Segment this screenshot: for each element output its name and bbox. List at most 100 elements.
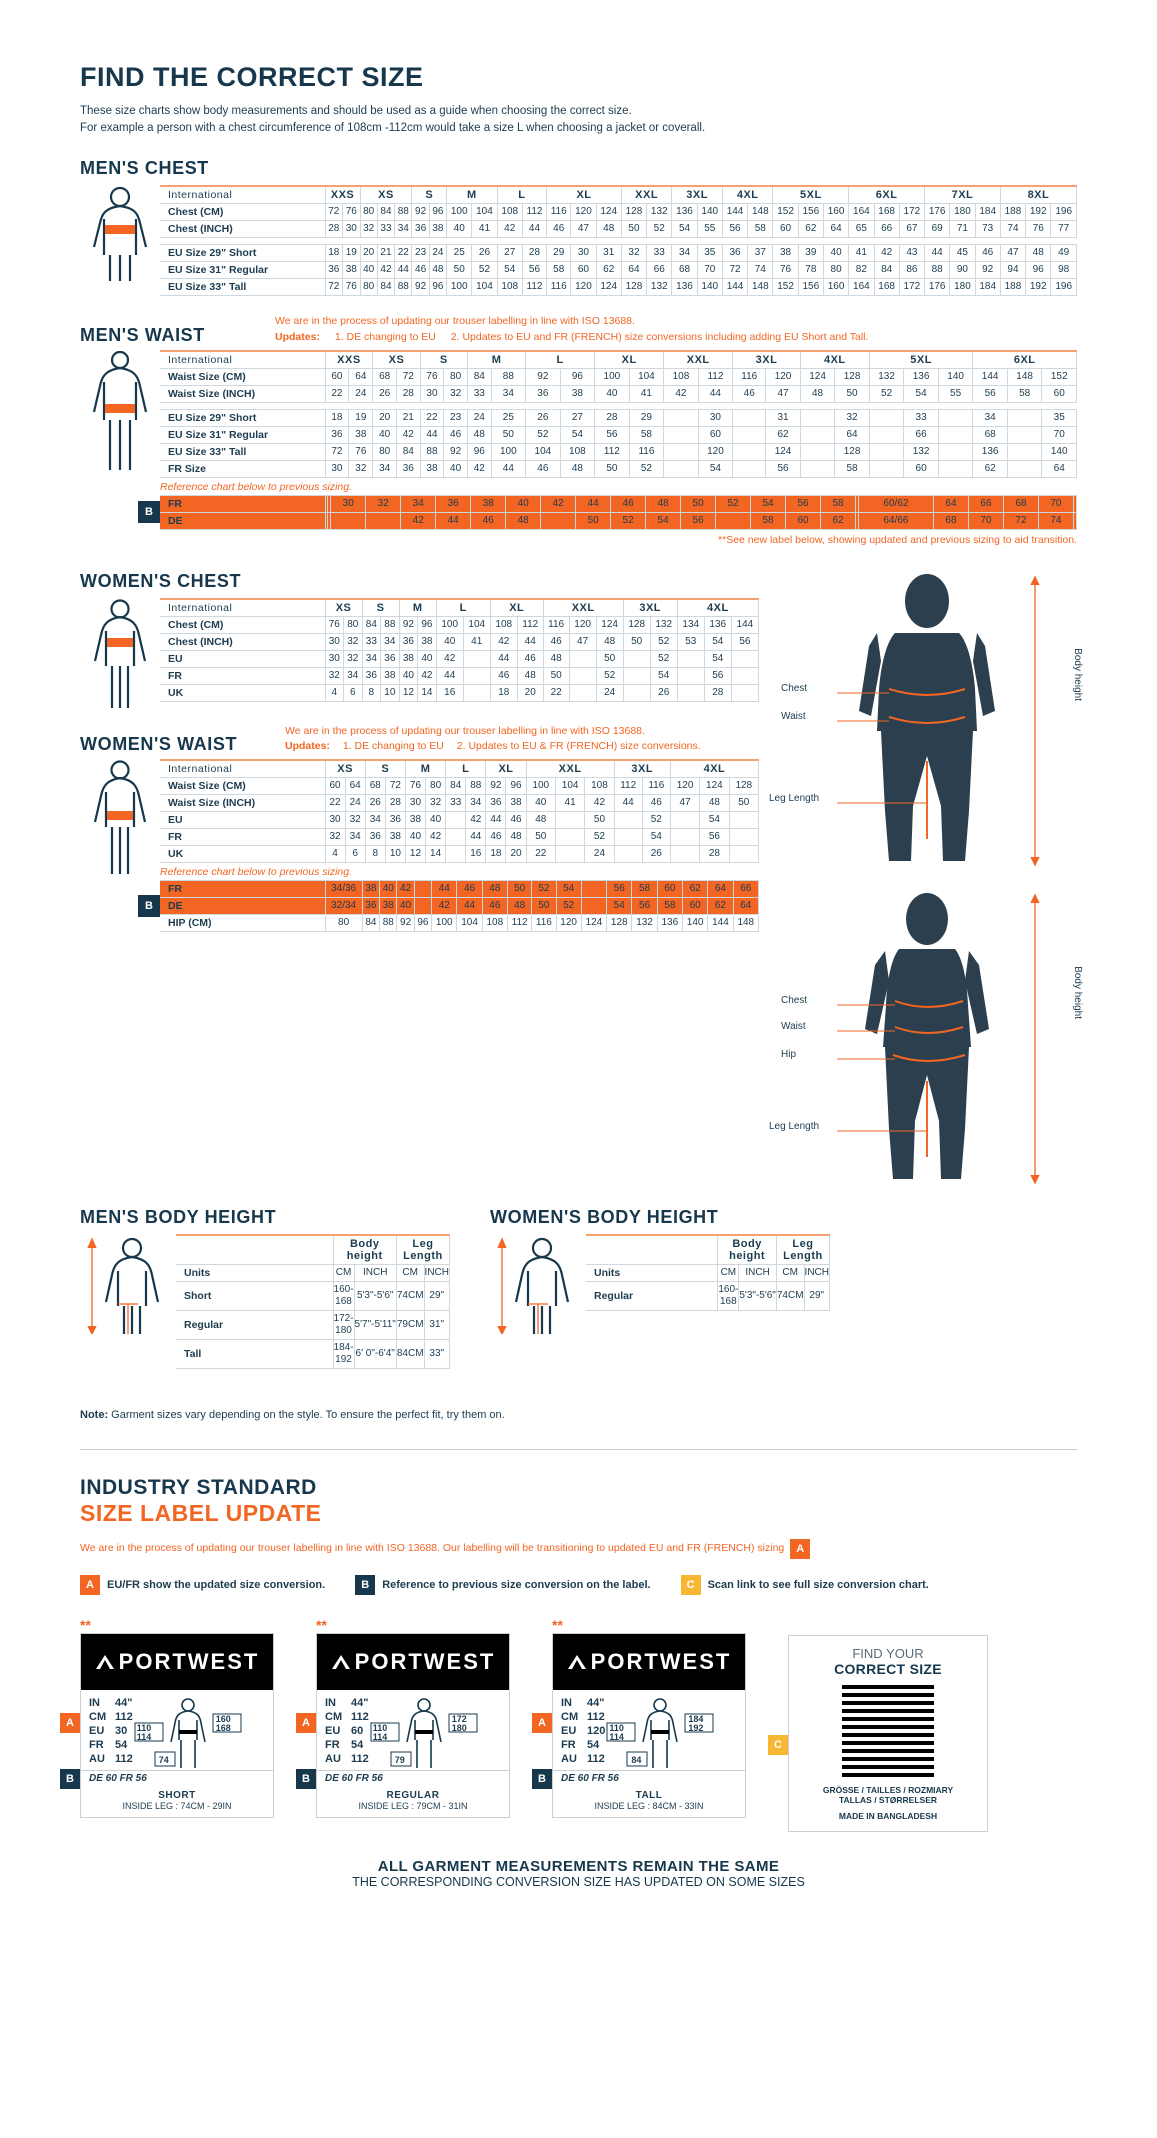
brand-name-1: PORTWEST xyxy=(118,1648,260,1674)
v-eu-3: 120 xyxy=(587,1724,606,1737)
tag-c-card: C xyxy=(768,1734,788,1755)
cell: 32 xyxy=(343,632,363,651)
cell: 120 xyxy=(570,278,597,297)
size-5xl: 5XL xyxy=(772,185,850,205)
row-label: DE xyxy=(160,897,326,916)
cell: 58 xyxy=(820,494,857,513)
cell: 23 xyxy=(443,408,468,427)
cell: 64 xyxy=(1041,459,1077,478)
cell: 76 xyxy=(1025,220,1052,239)
cell: 188 xyxy=(999,278,1027,297)
v-au-2: 112 xyxy=(351,1752,369,1765)
mens-waist-body: Waist Size (CM) 60 64 68 72 76 80 84 88 92 96 100 10… xyxy=(160,367,1077,478)
cell: 42 xyxy=(396,880,415,899)
cell: 50 xyxy=(834,384,870,403)
cell: 32 xyxy=(834,408,870,427)
cell: 36 xyxy=(380,649,400,668)
cell: 56 xyxy=(699,828,730,847)
cell: 42 xyxy=(584,794,615,813)
cell: 92 xyxy=(398,615,419,634)
cell: 38 xyxy=(772,244,799,263)
unit-cm-leg: CM xyxy=(775,1263,805,1282)
cell: 100 xyxy=(435,615,464,634)
cell: 44 xyxy=(924,244,951,263)
row-label: EU Size 31" Regular xyxy=(160,425,326,444)
table-row: Chest (INCH) 28 30 32 33 34 36 38 40 41 42 44 46 47 48… xyxy=(160,220,1077,239)
size-m: M xyxy=(404,759,447,779)
cell: 52 xyxy=(584,828,615,847)
cell: 52 xyxy=(531,880,557,899)
cell: 136 xyxy=(903,367,939,386)
cell: 39 xyxy=(797,244,824,263)
cell: 152 xyxy=(772,203,799,222)
cell: 24 xyxy=(348,384,374,403)
cell: 38 xyxy=(380,666,400,685)
size-m: M xyxy=(466,349,527,369)
cell: 44 xyxy=(521,220,548,239)
cell: 18 xyxy=(324,408,350,427)
cell: 41 xyxy=(554,794,586,813)
cell: 22 xyxy=(324,794,346,813)
cell: 148 xyxy=(732,914,760,933)
female-height-figure xyxy=(490,1234,586,1339)
cell: 32 xyxy=(344,811,366,830)
cell: 38 xyxy=(348,425,374,444)
row-label: FR xyxy=(160,494,326,513)
row-label: DE xyxy=(160,511,326,530)
v-eu-2: 60 xyxy=(351,1724,364,1737)
cell: 70 xyxy=(967,511,1004,530)
cell xyxy=(554,811,586,830)
table-header-row: International XXS XS S M L XL XXL 3XL 4X… xyxy=(160,185,1078,205)
label-card-regular: ** A B PORTWEST IN 44" CM 112 EU 60 xyxy=(296,1617,510,1818)
cell: 36 xyxy=(721,244,749,263)
cell: 96 xyxy=(428,278,448,297)
size-m: M xyxy=(398,597,437,617)
cell: 52 xyxy=(868,384,905,403)
cell: 79CM xyxy=(395,1309,425,1340)
cell: 72 xyxy=(384,777,406,796)
cell: 30 xyxy=(419,384,445,403)
cell: 40 xyxy=(425,811,447,830)
cell: 22 xyxy=(394,244,413,263)
cell xyxy=(799,408,836,427)
cell: 48 xyxy=(428,261,448,280)
cell: 120 xyxy=(669,777,701,796)
cell xyxy=(613,828,643,847)
tag-b-card-3: B xyxy=(532,1768,552,1789)
cell: 84 xyxy=(361,615,382,634)
cell xyxy=(728,811,760,830)
tag-c-icon: C xyxy=(680,1574,701,1595)
cell: 88 xyxy=(490,367,527,386)
table-row: Short 160-168 5'3"-5'6" 74CM 29" xyxy=(176,1280,451,1311)
waist-box-3: 110 114 xyxy=(609,1722,624,1742)
cell: 62 xyxy=(765,425,801,444)
cell: 132 xyxy=(646,203,673,222)
mens-waist-heading: MEN'S WAIST xyxy=(80,324,205,345)
cell: 112 xyxy=(506,914,533,933)
k-eu-2: EU xyxy=(325,1724,341,1737)
cell: 36 xyxy=(361,897,381,916)
size-3xl: 3XL xyxy=(732,349,801,369)
cell: 92 xyxy=(443,442,468,461)
cell xyxy=(732,408,767,427)
mens-bh-body: Short 160-168 5'3"-5'6" 74CM 29" Regular 172-1… xyxy=(176,1280,451,1369)
qr-code-icon[interactable] xyxy=(842,1684,934,1777)
size-xxl: XXL xyxy=(663,349,734,369)
cell: 27 xyxy=(559,408,596,427)
cell: 48 xyxy=(516,666,544,685)
size-xs: XS xyxy=(324,597,363,617)
cell xyxy=(663,425,699,444)
cell xyxy=(663,442,699,461)
cell: 96 xyxy=(559,367,596,386)
k-cm-3: CM xyxy=(561,1710,579,1723)
cell xyxy=(676,666,705,685)
cell: 42 xyxy=(417,666,437,685)
cell: 128 xyxy=(622,615,651,634)
womens-body-height-heading: WOMEN'S BODY HEIGHT xyxy=(490,1206,719,1227)
tag-b-womens: B xyxy=(138,895,160,918)
cell: 44 xyxy=(489,649,518,668)
cell xyxy=(613,845,643,864)
k-cm-1: CM xyxy=(89,1710,107,1723)
fit-1: SHORT xyxy=(158,1789,196,1801)
size-6xl: 6XL xyxy=(972,349,1077,369)
